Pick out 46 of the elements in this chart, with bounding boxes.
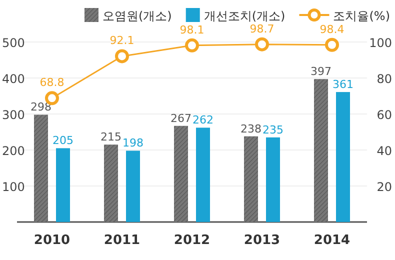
y2-tick-label: 40 (376, 144, 392, 158)
y-tick-label: 100 (2, 180, 25, 194)
data-label: 397 (310, 65, 332, 78)
x-tick-label: 2014 (314, 233, 350, 248)
data-label: 98.4 (320, 22, 344, 36)
bar (244, 136, 258, 222)
legend-label: 오염원(개소) (102, 9, 172, 23)
data-label: 198 (122, 136, 144, 150)
bar (104, 144, 118, 222)
data-label: 215 (100, 130, 122, 144)
x-tick-label: 2010 (34, 233, 70, 248)
bar (196, 128, 210, 222)
data-label: 98.7 (250, 22, 274, 36)
point (115, 49, 129, 64)
point (185, 38, 199, 52)
y2-tick-label: 100 (369, 36, 392, 50)
x-tick-label: 2011 (104, 233, 140, 248)
data-label: 205 (52, 134, 74, 148)
y-tick-label: 200 (2, 144, 25, 158)
bar (336, 92, 350, 222)
y-tick-label: 500 (2, 36, 25, 50)
y2-tick-label: 60 (376, 108, 392, 122)
point (325, 38, 339, 52)
bar (266, 137, 280, 222)
point (255, 37, 269, 52)
y-tick-label: 400 (2, 72, 25, 86)
data-label: 68.8 (40, 76, 64, 90)
x-tick-label: 2013 (244, 233, 280, 248)
data-label: 92.1 (110, 34, 134, 48)
data-label: 98.1 (180, 23, 204, 36)
data-label: 267 (170, 112, 192, 125)
y-tick-label: 300 (2, 108, 25, 122)
y2-tick-label: 80 (376, 72, 392, 86)
bar (126, 150, 140, 222)
data-label: 238 (240, 122, 262, 136)
x-tick-label: 2012 (174, 233, 210, 248)
bar (56, 148, 70, 222)
y2-tick-label: 20 (376, 180, 392, 194)
bar (174, 126, 188, 222)
data-label: 235 (262, 123, 284, 136)
data-label: 262 (192, 114, 214, 127)
legend-label: 개선조치(개소) (204, 9, 286, 23)
legend-label: 조치율(%) (333, 9, 390, 23)
bar (314, 79, 328, 222)
bar (34, 114, 48, 222)
data-label: 361 (332, 78, 354, 92)
